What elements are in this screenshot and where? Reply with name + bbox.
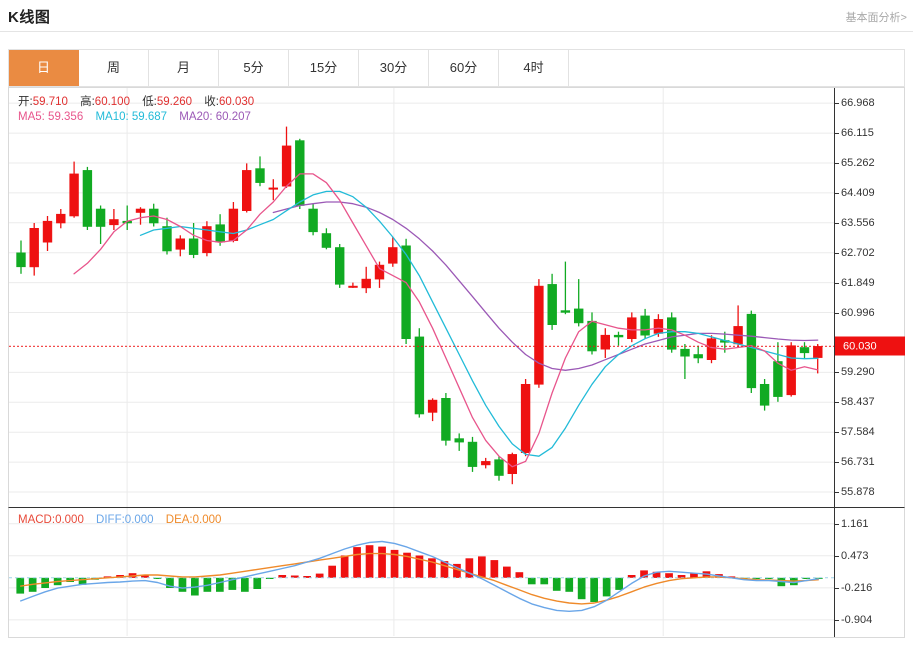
price-axis-tick	[835, 133, 839, 135]
macd-axis-label: -0.216	[841, 581, 873, 594]
tab-15分[interactable]: 15分	[289, 50, 359, 86]
tab-30分[interactable]: 30分	[359, 50, 429, 86]
ma5-line	[73, 173, 819, 468]
price-axis-tick	[835, 252, 839, 254]
price-axis-label: 66.115	[841, 127, 874, 140]
macd-label: MACD:	[18, 514, 56, 526]
low-label: 低:	[142, 96, 157, 108]
macd-axis-label: -0.904	[841, 613, 873, 626]
macd-plot[interactable]	[9, 508, 835, 637]
ma10-value: 59.687	[131, 111, 168, 123]
price-axis-label: 63.556	[841, 216, 875, 229]
high-label: 高:	[80, 96, 95, 108]
tabbar-filler	[569, 50, 904, 86]
dea-label: DEA:	[165, 514, 193, 526]
page-header: K线图 基本面分析>	[0, 0, 913, 32]
close-value: 60.030	[218, 96, 255, 108]
ma5-label: MA5:	[18, 111, 45, 123]
macd-axis-tick	[835, 523, 839, 525]
tab-周[interactable]: 周	[79, 50, 149, 86]
price-axis: 66.968 66.115 65.262 64.409 63.556 62.702 61.8…	[834, 88, 905, 507]
price-axis-label: 57.584	[841, 426, 875, 439]
macd-value: 0.000	[55, 514, 84, 526]
macd-axis: 1.161 0.473 -0.216 -0.904	[834, 508, 904, 637]
page-title: K线图	[8, 9, 51, 26]
tab-60分[interactable]: 60分	[429, 50, 499, 86]
tab-5分[interactable]: 5分	[219, 50, 289, 86]
price-chart-svg	[9, 88, 835, 507]
price-axis-label: 61.849	[841, 276, 875, 289]
price-axis-label: 66.968	[841, 97, 875, 110]
price-axis-label: 65.262	[841, 156, 875, 169]
ma20-label: MA20:	[179, 111, 213, 123]
price-axis-tick	[835, 162, 839, 164]
dea-value: 0.000	[192, 514, 222, 526]
diff-line	[19, 540, 819, 613]
price-axis-tick	[835, 432, 839, 434]
price-axis-tick	[835, 103, 839, 105]
macd-axis-tick	[835, 555, 839, 557]
price-panel: 开:59.710 高:60.100 低:59.260 收:60.030 MA5:…	[8, 87, 905, 508]
macd-axis-label: 1.161	[841, 517, 869, 530]
ma20-line	[272, 201, 819, 371]
tab-月[interactable]: 月	[149, 50, 219, 86]
price-axis-tick	[835, 491, 839, 493]
price-axis-label: 56.731	[841, 456, 875, 469]
diff-label: DIFF:	[96, 514, 125, 526]
price-axis-tick	[835, 462, 839, 464]
price-axis-tick	[835, 222, 839, 224]
diff-value: 0.000	[124, 514, 154, 526]
price-plot[interactable]	[9, 88, 835, 507]
price-axis-label: 64.409	[841, 186, 875, 199]
close-label: 收:	[204, 96, 219, 108]
macd-axis-tick	[835, 619, 839, 621]
ma5-value: 59.356	[48, 111, 84, 123]
fundamental-analysis-link[interactable]: 基本面分析>	[845, 12, 907, 24]
high-value: 60.100	[94, 96, 130, 108]
period-tabbar: 日周月 5分 15分 30分 60分 4时	[8, 49, 905, 87]
last-price-badge-label: 60.030	[843, 340, 877, 353]
last-price-badge: 60.030	[835, 336, 905, 356]
tab-日[interactable]: 日	[9, 50, 79, 86]
ma-legend: MA5: 59.356 MA10: 59.687 MA20: 60.207	[18, 111, 251, 123]
chart-area: 开:59.710 高:60.100 低:59.260 收:60.030 MA5:…	[8, 87, 905, 638]
price-axis-label: 59.290	[841, 366, 875, 379]
price-axis-label: 62.702	[841, 246, 875, 259]
low-value: 59.260	[156, 96, 193, 108]
macd-panel: MACD:0.000 DIFF:0.000 DEA:0.000 1.161 0.4…	[8, 508, 905, 638]
price-axis-tick	[835, 192, 839, 194]
macd-legend: MACD:0.000 DIFF:0.000 DEA:0.000	[18, 514, 221, 526]
tab-4时[interactable]: 4时	[499, 50, 569, 86]
dea-line	[20, 552, 819, 605]
ma10-line	[139, 190, 819, 457]
price-axis-tick	[835, 312, 839, 314]
open-label: 开:	[18, 96, 33, 108]
macd-chart-svg	[9, 508, 835, 636]
ohlc-legend: 开:59.710 高:60.100 低:59.260 收:60.030	[18, 93, 254, 109]
ma10-label: MA10:	[95, 111, 129, 123]
macd-axis-tick	[835, 587, 839, 589]
price-axis-label: 60.996	[841, 306, 875, 319]
price-axis-tick	[835, 282, 839, 284]
open-value: 59.710	[32, 96, 68, 108]
price-axis-label: 58.437	[841, 396, 875, 409]
macd-axis-label: 0.473	[841, 549, 869, 562]
price-axis-tick	[835, 402, 839, 404]
price-axis-tick	[835, 372, 839, 374]
price-axis-label: 55.878	[841, 485, 875, 498]
ma20-value: 60.207	[215, 111, 251, 123]
